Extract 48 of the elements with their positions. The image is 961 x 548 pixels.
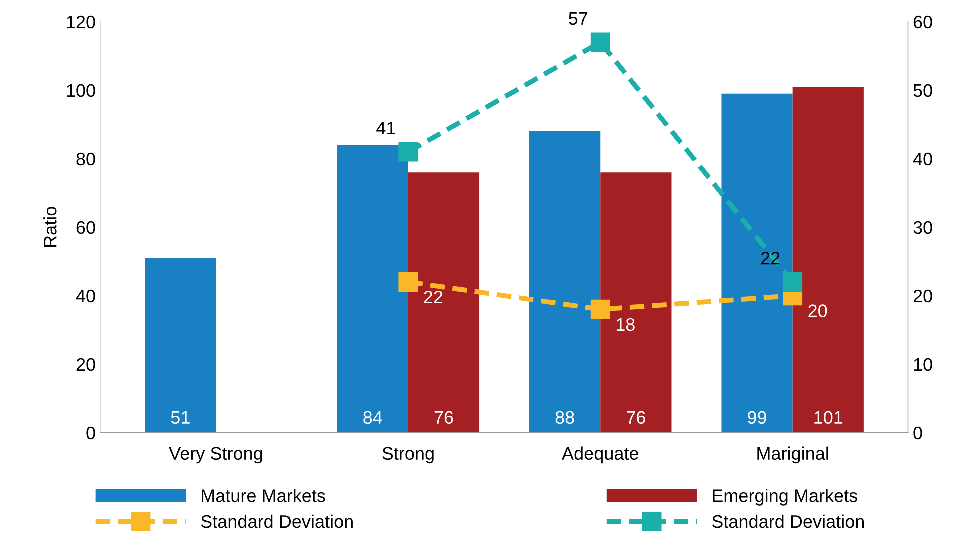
y-tick-label: 80 [76,152,96,166]
point [398,272,418,292]
data-label: 22 [761,252,780,265]
data-label: 76 [434,411,454,424]
y2-tick-label: 20 [914,290,932,303]
y-tick-label: 60 [76,221,96,234]
data-label: 22 [424,290,443,304]
y-tick-label: 40 [76,290,96,303]
point [783,272,803,292]
bar [792,86,864,433]
bar [600,172,672,433]
y2-tick-label: 40 [913,152,932,166]
y-axis-title: Ratio [44,207,57,248]
y-tick-label: 100 [67,84,96,98]
data-label: 41 [376,122,396,135]
data-label: 57 [569,12,588,26]
y-tick-label: 20 [76,358,96,372]
legend-label: Emerging Markets [713,489,858,506]
data-label: 18 [616,318,635,332]
bar [337,145,408,433]
legend-label: Standard Deviation [201,514,353,528]
point [590,300,610,320]
x-tick-label: Very Strong [169,447,262,464]
legend-label: Mature Markets [202,489,326,502]
y2-tick-label: 10 [914,358,932,372]
y2-tick-label: 60 [914,16,932,29]
data-label: 88 [556,411,574,424]
data-label: 101 [814,411,843,424]
y-tick-label: 120 [67,16,96,29]
x-tick-label: Mariginal [758,446,828,464]
data-label: 20 [808,304,828,318]
point [398,142,418,162]
bar [722,94,793,433]
data-label: 51 [171,411,190,424]
bar [408,172,480,433]
y2-tick-label: 50 [914,84,932,98]
data-label: 76 [627,411,646,424]
data-label: 99 [748,411,766,424]
data-label: 84 [364,411,382,424]
legend-label: Standard Deviation [712,514,864,528]
y2-tick-label: 0 [914,426,922,440]
bar [145,258,216,433]
point [590,32,610,52]
y2-tick-label: 30 [914,221,932,234]
bar [530,132,601,433]
y-tick-label: 0 [86,426,96,440]
x-tick-label: Adequate [562,446,638,464]
x-tick-label: Strong [382,447,434,464]
